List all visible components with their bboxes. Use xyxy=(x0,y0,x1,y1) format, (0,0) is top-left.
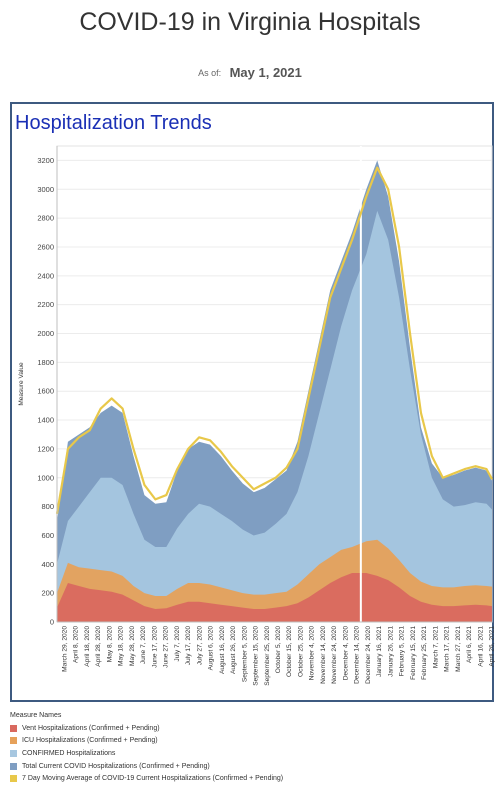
legend-label: 7 Day Moving Average of COVID-19 Current… xyxy=(22,775,284,783)
x-tick-label: July 17, 2020 xyxy=(185,626,192,666)
x-tick-label: January 26, 2021 xyxy=(387,626,394,677)
x-tick-label: May 18, 2020 xyxy=(118,626,125,666)
x-tick-label: June 7, 2020 xyxy=(140,626,147,664)
x-tick-label: October 5, 2020 xyxy=(275,626,282,674)
x-tick-label: October 15, 2020 xyxy=(286,626,293,677)
y-tick-label: 2800 xyxy=(37,214,54,223)
x-tick-label: June 27, 2020 xyxy=(163,626,170,668)
x-tick-label: April 16, 2021 xyxy=(477,626,484,667)
x-tick-label: June 17, 2020 xyxy=(151,626,158,668)
x-tick-label: May 8, 2020 xyxy=(106,626,113,663)
legend: Measure Names Vent Hospitalizations (Con… xyxy=(10,712,283,785)
y-tick-label: 200 xyxy=(41,589,54,598)
hospitalization-trends-chart[interactable]: 0 200 400 600 800 1000 1200 1400 1600 1800 2000 220… xyxy=(0,0,500,700)
x-tick-label: March 27, 2021 xyxy=(455,626,462,672)
y-tick-label: 400 xyxy=(41,560,54,569)
x-tick-label: July 27, 2020 xyxy=(196,626,203,666)
legend-title: Measure Names xyxy=(10,712,62,719)
legend-item-0[interactable]: Vent Hospitalizations (Confirmed + Pendi… xyxy=(10,722,283,735)
page-title: COVID-19 in Virginia Hospitals xyxy=(79,8,421,36)
as-of-row: As of: May 1, 2021 xyxy=(0,64,500,82)
x-tick-label: December 4, 2020 xyxy=(342,626,349,681)
panel-title: Hospitalization Trends xyxy=(15,112,212,134)
legend-swatch xyxy=(10,762,17,770)
as-of-label: As of: xyxy=(198,67,222,78)
y-tick-label: 1800 xyxy=(37,358,54,367)
x-tick-label: March 7, 2021 xyxy=(432,626,439,668)
legend-label: Total Current COVID Hospitalizations (Co… xyxy=(22,762,210,770)
x-tick-label: November 14, 2020 xyxy=(320,626,327,684)
legend-swatch xyxy=(10,749,17,757)
legend-label: ICU Hospitalizations (Confirmed + Pendin… xyxy=(22,737,158,745)
x-tick-label: April 6, 2021 xyxy=(466,626,473,663)
x-tick-label: August 6, 2020 xyxy=(208,626,215,671)
y-tick-label: 1400 xyxy=(37,416,54,425)
legend-label: CONFIRMED Hospitalizations xyxy=(22,749,116,757)
moving-average-line xyxy=(55,166,493,515)
x-tick-label: April 26, 2021 xyxy=(489,626,496,667)
legend-label: Vent Hospitalizations (Confirmed + Pendi… xyxy=(22,724,160,732)
legend-item-1[interactable]: ICU Hospitalizations (Confirmed + Pendin… xyxy=(10,735,283,748)
x-tick-label: January 16, 2021 xyxy=(376,626,383,677)
vent-area xyxy=(57,572,492,622)
y-tick-label: 1600 xyxy=(37,387,54,396)
x-tick-label: March 29, 2020 xyxy=(62,626,69,672)
x-tick-label: November 24, 2020 xyxy=(331,626,338,684)
x-tick-label: September 15, 2020 xyxy=(253,626,260,686)
y-tick-label: 2600 xyxy=(37,242,54,251)
x-tick-label: March 17, 2021 xyxy=(444,626,451,672)
y-tick-label: 1200 xyxy=(37,444,54,453)
x-tick-label: September 5, 2020 xyxy=(241,626,248,682)
x-tick-label: February 25, 2021 xyxy=(421,626,428,680)
y-tick-label: 600 xyxy=(41,531,54,540)
x-tick-label: February 15, 2021 xyxy=(410,626,417,680)
chart-panel xyxy=(10,102,494,702)
x-tick-label: August 16, 2020 xyxy=(219,626,226,674)
x-tick-label: July 7, 2020 xyxy=(174,626,181,662)
x-tick-label: April 18, 2020 xyxy=(84,626,91,667)
x-tick-label: February 5, 2021 xyxy=(399,626,406,677)
y-tick-label: 3000 xyxy=(37,185,54,194)
legend-item-2[interactable]: CONFIRMED Hospitalizations xyxy=(10,747,283,760)
x-tick-label: April 28, 2020 xyxy=(95,626,102,667)
legend-swatch xyxy=(10,724,17,732)
x-tick-label: November 4, 2020 xyxy=(309,626,316,681)
confirmed-area xyxy=(57,210,492,622)
x-tick-label: May 28, 2020 xyxy=(129,626,136,666)
y-tick-label: 3200 xyxy=(37,156,54,165)
x-tick-label: August 26, 2020 xyxy=(230,626,237,674)
legend-swatch xyxy=(10,737,17,745)
y-axis-label: Measure Value xyxy=(18,362,25,406)
x-tick-label: October 25, 2020 xyxy=(297,626,304,677)
y-tick-label: 2400 xyxy=(37,271,54,280)
legend-swatch xyxy=(10,775,17,783)
x-tick-label: December 24, 2020 xyxy=(365,626,372,684)
x-tick-label: December 14, 2020 xyxy=(354,626,361,684)
legend-item-4[interactable]: 7 Day Moving Average of COVID-19 Current… xyxy=(10,772,283,785)
y-tick-label: 2000 xyxy=(37,329,54,338)
y-tick-label: 800 xyxy=(41,502,54,511)
as-of-date: May 1, 2021 xyxy=(229,65,302,81)
y-tick-label: 0 xyxy=(50,618,54,627)
x-tick-label: September 25, 2020 xyxy=(264,626,271,686)
x-tick-label: April 8, 2020 xyxy=(73,626,80,663)
y-tick-label: 2200 xyxy=(37,300,54,309)
y-tick-label: 1000 xyxy=(37,473,54,482)
legend-item-3[interactable]: Total Current COVID Hospitalizations (Co… xyxy=(10,760,283,773)
